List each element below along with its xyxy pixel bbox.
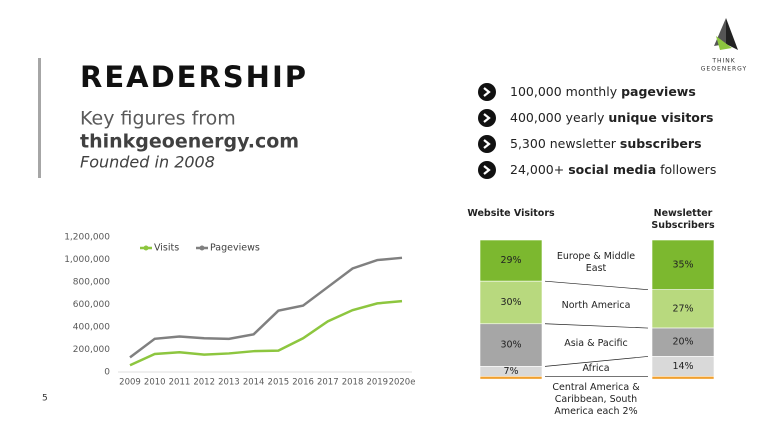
legend-dot bbox=[143, 245, 149, 251]
x-tick-label: 2019 bbox=[366, 378, 388, 388]
bullet-text: 400,000 yearly unique visitors bbox=[510, 110, 714, 125]
y-tick-label: 1,200,000 bbox=[64, 233, 110, 243]
y-tick-label: 1,000,000 bbox=[64, 255, 110, 265]
x-tick-label: 2015 bbox=[268, 378, 290, 388]
bar-segment bbox=[651, 376, 715, 380]
y-tick-label: 0 bbox=[104, 368, 110, 378]
bar-segment bbox=[479, 280, 543, 325]
segment-label: 27% bbox=[672, 303, 693, 314]
site: thinkgeoenergy.com bbox=[80, 131, 299, 153]
connector bbox=[544, 280, 649, 291]
bullet-arrow bbox=[483, 87, 491, 97]
bullet-part: 24,000+ bbox=[510, 162, 568, 177]
bar-header: Website Visitors bbox=[467, 208, 555, 219]
x-tick-label: 2012 bbox=[193, 378, 215, 388]
x-tick-label: 2018 bbox=[342, 378, 364, 388]
bullet-icon bbox=[478, 83, 496, 101]
page-number: 5 bbox=[42, 394, 48, 404]
logo-shape bbox=[716, 36, 732, 50]
region-label: Europe & Middle East bbox=[556, 250, 636, 274]
title: READERSHIP bbox=[80, 60, 308, 94]
region-label: Central America & Caribbean, South Ameri… bbox=[552, 382, 640, 418]
bullet-arrow bbox=[483, 139, 491, 149]
bullet-part: social media bbox=[568, 162, 656, 177]
bullet-arrow bbox=[483, 113, 491, 123]
bullet-arrow bbox=[483, 165, 491, 175]
x-tick-label: 2011 bbox=[169, 378, 191, 388]
region-label: Asia & Pacific bbox=[564, 337, 628, 349]
y-tick-label: 600,000 bbox=[73, 300, 110, 310]
bullet-part: followers bbox=[656, 162, 716, 177]
accent-bar bbox=[38, 58, 41, 178]
bullet-part: pageviews bbox=[621, 84, 696, 99]
bar-segment bbox=[479, 376, 543, 380]
logo-shape bbox=[726, 18, 738, 50]
y-tick-label: 400,000 bbox=[73, 323, 110, 333]
x-tick-label: 2017 bbox=[317, 378, 339, 388]
x-tick-label: 2014 bbox=[243, 378, 265, 388]
x-tick-label: 2010 bbox=[144, 378, 166, 388]
segment-label: 29% bbox=[500, 255, 521, 266]
bullet-icon bbox=[478, 135, 496, 153]
x-tick-label: 2016 bbox=[292, 378, 314, 388]
segment-label: 7% bbox=[503, 366, 518, 377]
legend-label: Pageviews bbox=[210, 243, 260, 254]
bullet-icon bbox=[478, 161, 496, 179]
connector bbox=[544, 323, 649, 329]
x-tick-label: 2009 bbox=[119, 378, 141, 388]
segment-label: 20% bbox=[672, 337, 693, 348]
x-tick-label: 2020e bbox=[389, 378, 416, 388]
bullet-text: 5,300 newsletter subscribers bbox=[510, 136, 702, 151]
segment-label: 35% bbox=[672, 259, 693, 270]
segment-label: 30% bbox=[500, 340, 521, 351]
bullet-text: 24,000+ social media followers bbox=[510, 162, 716, 177]
y-tick-label: 800,000 bbox=[73, 278, 110, 288]
logo-text: THINK bbox=[711, 58, 735, 65]
bullet-part: 400,000 yearly bbox=[510, 110, 608, 125]
series-line bbox=[129, 256, 403, 359]
bullet-part: 5,300 newsletter bbox=[510, 136, 620, 151]
bullet-icon bbox=[478, 109, 496, 127]
bar-segment bbox=[651, 239, 715, 291]
logo: THINK GEOENERGY bbox=[701, 18, 747, 73]
bullet-part: 100,000 monthly bbox=[510, 84, 621, 99]
bar-segment bbox=[479, 323, 543, 367]
bullet-text: 100,000 monthly pageviews bbox=[510, 84, 696, 99]
bullet-part: subscribers bbox=[620, 136, 702, 151]
y-tick-label: 200,000 bbox=[73, 345, 110, 355]
legend-dot bbox=[199, 245, 205, 251]
x-tick-label: 2013 bbox=[218, 378, 240, 388]
logo-text: GEOENERGY bbox=[701, 66, 747, 73]
bar-segment bbox=[651, 327, 715, 357]
bar-segment bbox=[479, 239, 543, 282]
region-label: North America bbox=[561, 299, 631, 311]
segment-label: 30% bbox=[500, 297, 521, 308]
connector bbox=[544, 356, 649, 367]
subtitle: Key figures from bbox=[80, 108, 236, 130]
founded: Founded in 2008 bbox=[80, 153, 215, 172]
bar-header: Newsletter Subscribers bbox=[651, 208, 715, 231]
region-label: Africa bbox=[582, 362, 610, 374]
series-line bbox=[129, 299, 403, 367]
segment-label: 14% bbox=[672, 361, 693, 372]
legend-label: Visits bbox=[154, 243, 179, 254]
bullet-part: unique visitors bbox=[608, 110, 713, 125]
